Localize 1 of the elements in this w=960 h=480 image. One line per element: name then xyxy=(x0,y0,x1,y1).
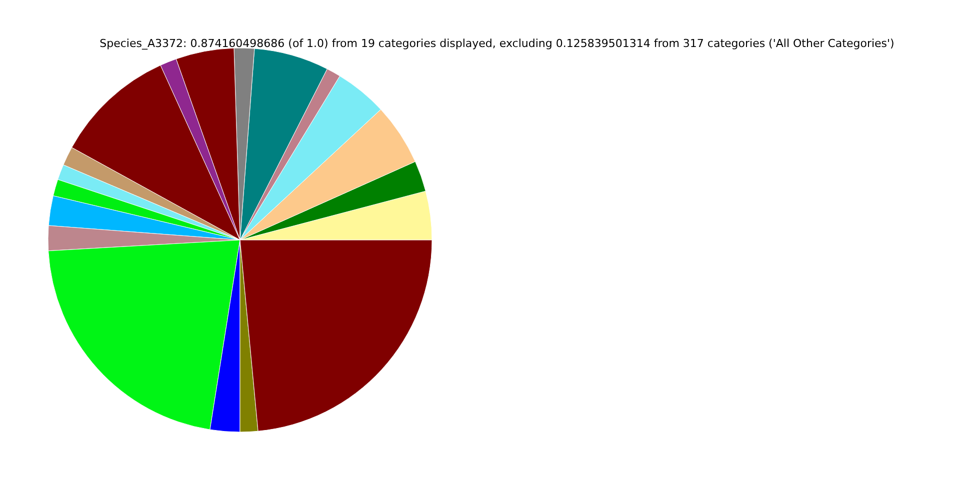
text: Species_A3372: 0.874160498686 (of 1.0) from 19 categories displayed, excluding 0.125839501314 from 317 categories ('All Other Categories') xyxy=(100,37,894,50)
